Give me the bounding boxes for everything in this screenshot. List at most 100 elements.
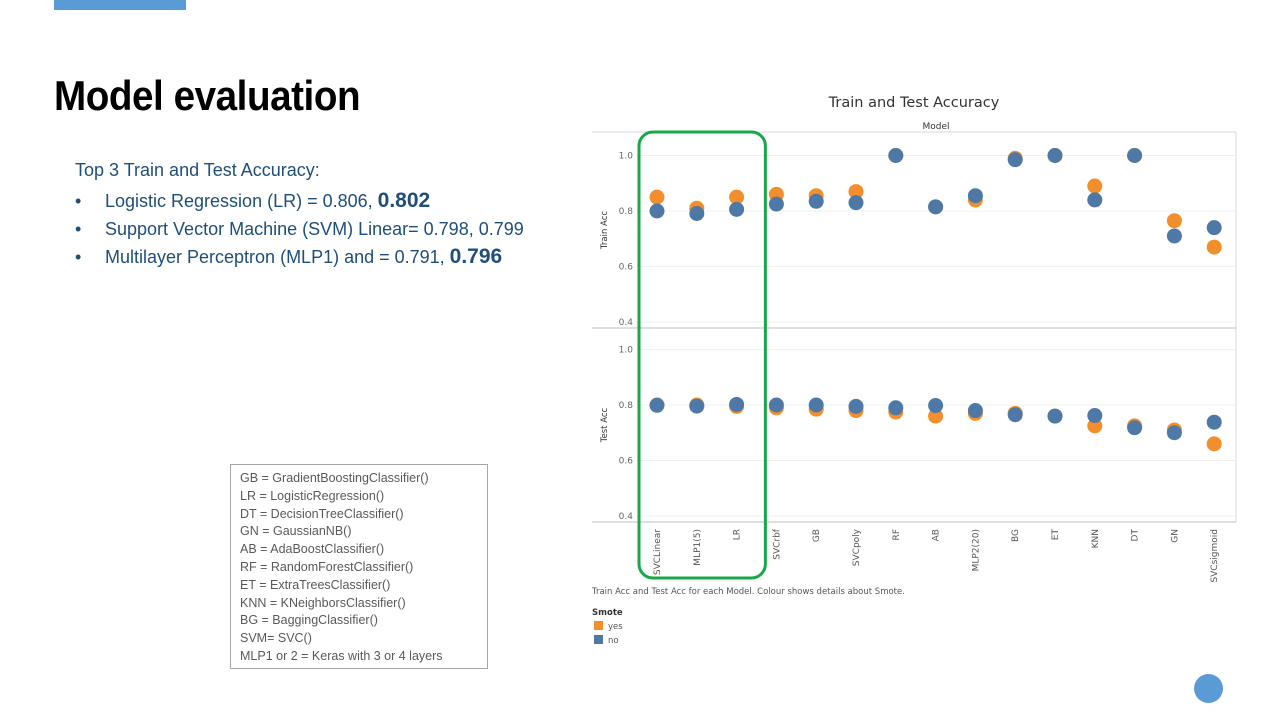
- data-point-no-test: [808, 397, 824, 413]
- y-tick-label: 0.8: [619, 401, 634, 411]
- x-tick-label: SVCpoly: [852, 528, 862, 566]
- legend-label-yes: yes: [608, 622, 623, 632]
- data-point-no-test: [1047, 408, 1063, 424]
- data-point-no-train: [967, 188, 983, 204]
- data-point-no-test: [1206, 414, 1222, 430]
- data-point-yes-train: [848, 184, 864, 200]
- data-point-no-train: [1206, 220, 1222, 236]
- data-point-yes-test: [1087, 418, 1103, 434]
- data-point-no-test: [1007, 407, 1023, 423]
- data-point-no-test: [1166, 425, 1182, 441]
- data-point-no-train: [928, 199, 944, 215]
- next-slide-button[interactable]: [1194, 674, 1223, 703]
- bullet-icon: •: [75, 247, 82, 267]
- data-point-no-test: [689, 398, 705, 414]
- abbreviation-line: BG = BaggingClassifier(): [240, 613, 378, 628]
- x-tick-label: GN: [1170, 529, 1180, 543]
- x-tick-label: SVCsigmoid: [1210, 529, 1220, 583]
- y-tick-label: 0.8: [619, 207, 634, 217]
- top3-highlight-box: [637, 130, 767, 580]
- summary-item-mlp: • Multilayer Perceptron (MLP1) and = 0.7…: [75, 243, 524, 271]
- data-point-no-test: [649, 397, 665, 413]
- data-point-yes-test: [928, 408, 944, 424]
- data-point-no-test: [848, 398, 864, 414]
- data-point-no-test: [928, 398, 944, 414]
- abbreviation-line: KNN = KNeighborsClassifier(): [240, 595, 406, 610]
- abbreviation-line: MLP1 or 2 = Keras with 3 or 4 layers: [240, 648, 443, 663]
- chart-title: Train and Test Accuracy: [828, 95, 1000, 111]
- data-point-yes-train: [649, 189, 665, 205]
- y-axis-label: Train Acc: [600, 211, 610, 250]
- abbreviation-line: GN = GaussianNB(): [240, 524, 352, 539]
- abbreviation-line: ET = ExtraTreesClassifier(): [240, 577, 391, 592]
- summary-item-text: Support Vector Machine (SVM) Linear= 0.7…: [105, 219, 524, 239]
- abbreviation-legend: GB = GradientBoostingClassifier() LR = L…: [230, 464, 488, 669]
- data-point-no-test: [729, 396, 745, 412]
- x-tick-label: BG: [1011, 529, 1021, 542]
- top-accent-bar: [54, 0, 186, 10]
- accuracy-summary: Top 3 Train and Test Accuracy: • Logisti…: [75, 160, 524, 271]
- data-point-no-train: [649, 203, 665, 219]
- data-point-no-train: [729, 201, 745, 217]
- data-point-no-test: [967, 403, 983, 419]
- summary-item-lr: • Logistic Regression (LR) = 0.806, 0.80…: [75, 187, 524, 215]
- data-point-no-train: [1127, 148, 1143, 163]
- data-point-yes-train: [1206, 239, 1222, 255]
- y-tick-label: 0.6: [619, 457, 634, 467]
- y-axis-label: Test Acc: [600, 407, 610, 443]
- abbreviation-line: RF = RandomForestClassifier(): [240, 559, 414, 574]
- x-tick-label: DT: [1131, 529, 1141, 542]
- x-tick-label: LR: [733, 529, 743, 540]
- x-tick-label: MLP1(5): [693, 529, 703, 566]
- legend-swatch-no: [594, 635, 603, 644]
- legend-swatch-yes: [594, 621, 603, 630]
- summary-item-bold-value: 0.796: [449, 245, 503, 268]
- data-point-no-test: [888, 400, 904, 416]
- slide-title: Model evaluation: [54, 72, 361, 119]
- summary-item-text: Multilayer Perceptron (MLP1) and = 0.791…: [105, 247, 450, 267]
- data-point-no-test: [1127, 420, 1143, 436]
- x-tick-label: SVCLinear: [653, 529, 663, 575]
- data-point-no-train: [808, 193, 824, 209]
- data-point-no-test: [768, 397, 784, 413]
- y-tick-label: 1.0: [619, 152, 634, 162]
- chart-caption: Train Acc and Test Acc for each Model. C…: [591, 587, 905, 597]
- column-header: Model: [922, 122, 949, 132]
- data-point-no-train: [1166, 228, 1182, 244]
- y-tick-label: 0.4: [619, 512, 634, 522]
- summary-list: • Logistic Regression (LR) = 0.806, 0.80…: [75, 187, 524, 271]
- x-tick-label: KNN: [1091, 529, 1101, 548]
- abbreviation-line: SVM= SVC(): [240, 631, 312, 646]
- abbreviation-line: LR = LogisticRegression(): [240, 488, 385, 503]
- x-tick-label: SVCrbf: [772, 528, 782, 560]
- summary-heading: Top 3 Train and Test Accuracy:: [75, 160, 320, 180]
- data-point-no-train: [888, 148, 904, 163]
- data-point-yes-test: [1206, 436, 1222, 452]
- data-point-yes-train: [1166, 213, 1182, 229]
- data-point-yes-train: [1087, 178, 1103, 194]
- summary-item-text: Logistic Regression (LR) = 0.806,: [105, 191, 378, 211]
- x-tick-label: MLP2(20): [971, 529, 981, 571]
- data-point-no-test: [1087, 408, 1103, 424]
- y-tick-label: 0.4: [619, 318, 634, 328]
- data-point-no-train: [1047, 148, 1063, 163]
- summary-item-svm: • Support Vector Machine (SVM) Linear= 0…: [75, 215, 524, 243]
- bullet-icon: •: [75, 219, 82, 239]
- data-point-no-train: [689, 205, 705, 221]
- abbreviation-line: GB = GradientBoostingClassifier(): [240, 471, 429, 485]
- bullet-icon: •: [75, 191, 82, 211]
- summary-item-bold-value: 0.802: [377, 189, 431, 212]
- x-tick-label: AB: [932, 529, 942, 541]
- data-point-no-train: [1087, 192, 1103, 208]
- x-tick-label: RF: [892, 529, 902, 540]
- abbreviation-line: DT = DecisionTreeClassifier(): [240, 506, 404, 521]
- x-tick-label: GB: [812, 529, 822, 542]
- data-point-no-train: [768, 196, 784, 212]
- data-point-yes-train: [729, 189, 745, 205]
- data-point-no-train: [1007, 152, 1023, 168]
- y-tick-label: 0.6: [619, 263, 634, 273]
- x-tick-label: ET: [1051, 529, 1061, 541]
- abbreviation-line: AB = AdaBoostClassifier(): [240, 542, 385, 557]
- y-tick-label: 1.0: [619, 346, 634, 356]
